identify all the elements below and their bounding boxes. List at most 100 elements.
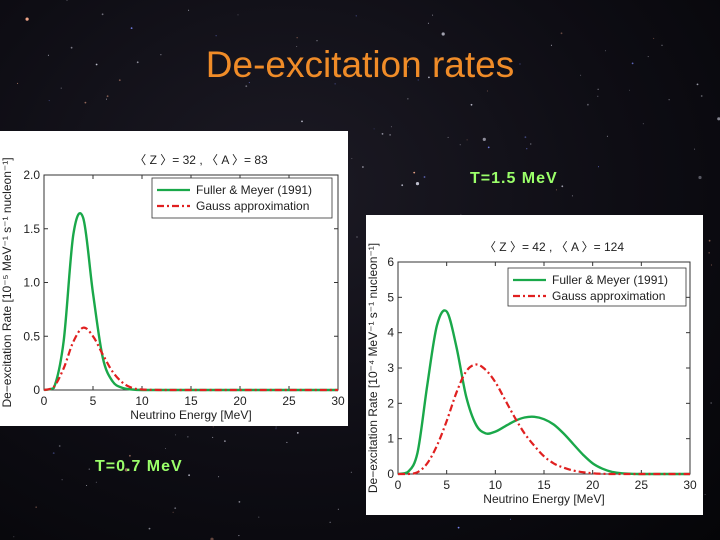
star: [605, 50, 606, 52]
legend-entry: Gauss approximation: [552, 289, 665, 303]
star: [329, 521, 331, 523]
star: [35, 506, 37, 508]
star: [47, 54, 49, 56]
star: [224, 440, 226, 442]
star: [550, 44, 552, 46]
star: [286, 441, 288, 443]
star: [459, 61, 461, 63]
star: [447, 136, 449, 138]
y-tick-label: 0.5: [23, 329, 40, 343]
star: [696, 83, 699, 86]
y-tick-label: 0: [33, 383, 40, 397]
star: [417, 79, 419, 81]
star: [560, 32, 563, 35]
star: [188, 474, 191, 477]
star: [555, 189, 557, 191]
star: [668, 99, 670, 101]
star: [661, 44, 663, 46]
star: [470, 103, 473, 106]
x-tick-label: 0: [395, 478, 402, 492]
star: [350, 471, 352, 473]
star: [188, 9, 190, 11]
legend-entry: Fuller & Meyer (1991): [552, 273, 668, 287]
x-tick-label: 5: [90, 394, 97, 408]
star: [427, 22, 429, 24]
star: [212, 426, 214, 428]
star: [381, 133, 384, 135]
star: [25, 17, 29, 21]
star: [172, 511, 174, 513]
star: [129, 454, 131, 457]
slide-title: De-excitation rates: [205, 44, 515, 85]
legend-entry: Fuller & Meyer (1991): [196, 183, 312, 197]
star: [401, 184, 404, 187]
star: [88, 468, 90, 470]
y-axis-label: De−excitation Rate [10⁻⁵ MeV⁻¹ s⁻¹ nucle…: [0, 157, 14, 407]
star: [60, 87, 62, 89]
star: [717, 117, 720, 121]
star: [704, 494, 706, 495]
x-axis-label: Neutrino Energy [MeV]: [483, 492, 604, 506]
star: [441, 32, 445, 36]
star: [245, 85, 248, 88]
star: [486, 90, 488, 92]
star: [351, 158, 353, 159]
star: [415, 182, 420, 186]
star: [469, 72, 471, 74]
x-tick-label: 30: [683, 478, 697, 492]
x-tick-label: 20: [586, 478, 600, 492]
series-line-fuller-meyer: [43, 212, 338, 392]
star: [118, 79, 121, 82]
star: [237, 14, 239, 16]
star: [598, 166, 599, 168]
star: [631, 62, 634, 65]
y-tick-label: 1.0: [23, 276, 40, 290]
star: [647, 56, 649, 58]
y-tick-label: 2: [387, 396, 394, 410]
star: [526, 148, 528, 150]
star: [165, 448, 166, 449]
x-axis-label: Neutrino Energy [MeV]: [130, 408, 251, 422]
y-tick-label: 5: [387, 290, 394, 304]
x-tick-label: 15: [537, 478, 551, 492]
star: [58, 445, 61, 447]
chart-title: 〈 Z 〉= 32 , 〈 A 〉= 83: [134, 153, 268, 167]
star: [218, 476, 220, 478]
star: [238, 535, 240, 537]
star: [160, 54, 162, 56]
x-tick-label: 5: [443, 478, 450, 492]
star: [482, 137, 486, 141]
star: [457, 526, 460, 529]
plot-panel-left: 0 5 10 15 20 25 30 0 0.5 1.0 1.5 2.0 Neutrino Energy…: [0, 131, 348, 426]
star: [296, 432, 299, 434]
y-tick-label: 1.5: [23, 222, 40, 236]
star: [530, 143, 532, 145]
x-tick-label: 0: [41, 394, 48, 408]
star: [316, 40, 318, 42]
star: [413, 171, 416, 174]
star: [710, 264, 712, 266]
star: [653, 37, 655, 39]
star: [86, 485, 88, 486]
star: [17, 82, 19, 84]
chart-title: 〈 Z 〉= 42 , 〈 A 〉= 124: [484, 240, 624, 254]
star: [212, 436, 214, 438]
star: [337, 508, 339, 510]
chart-right: 0 5 10 15 20 25 30 0 1 2 3 4 5 6 Neutrino Energy [MeV]…: [366, 240, 697, 506]
star: [106, 98, 107, 100]
star: [459, 144, 461, 146]
star: [355, 15, 357, 17]
star: [432, 14, 434, 16]
star: [334, 83, 336, 85]
star: [708, 252, 710, 254]
star: [106, 95, 109, 98]
y-tick-label: 2.0: [23, 168, 40, 182]
temperature-label-left: T=0.7 MeV: [95, 458, 183, 475]
star: [580, 74, 582, 76]
star: [606, 135, 608, 137]
star: [248, 82, 250, 84]
star: [597, 95, 599, 97]
legend-entry: Gauss approximation: [196, 199, 309, 213]
star: [428, 76, 430, 79]
legend-box: [507, 267, 687, 307]
